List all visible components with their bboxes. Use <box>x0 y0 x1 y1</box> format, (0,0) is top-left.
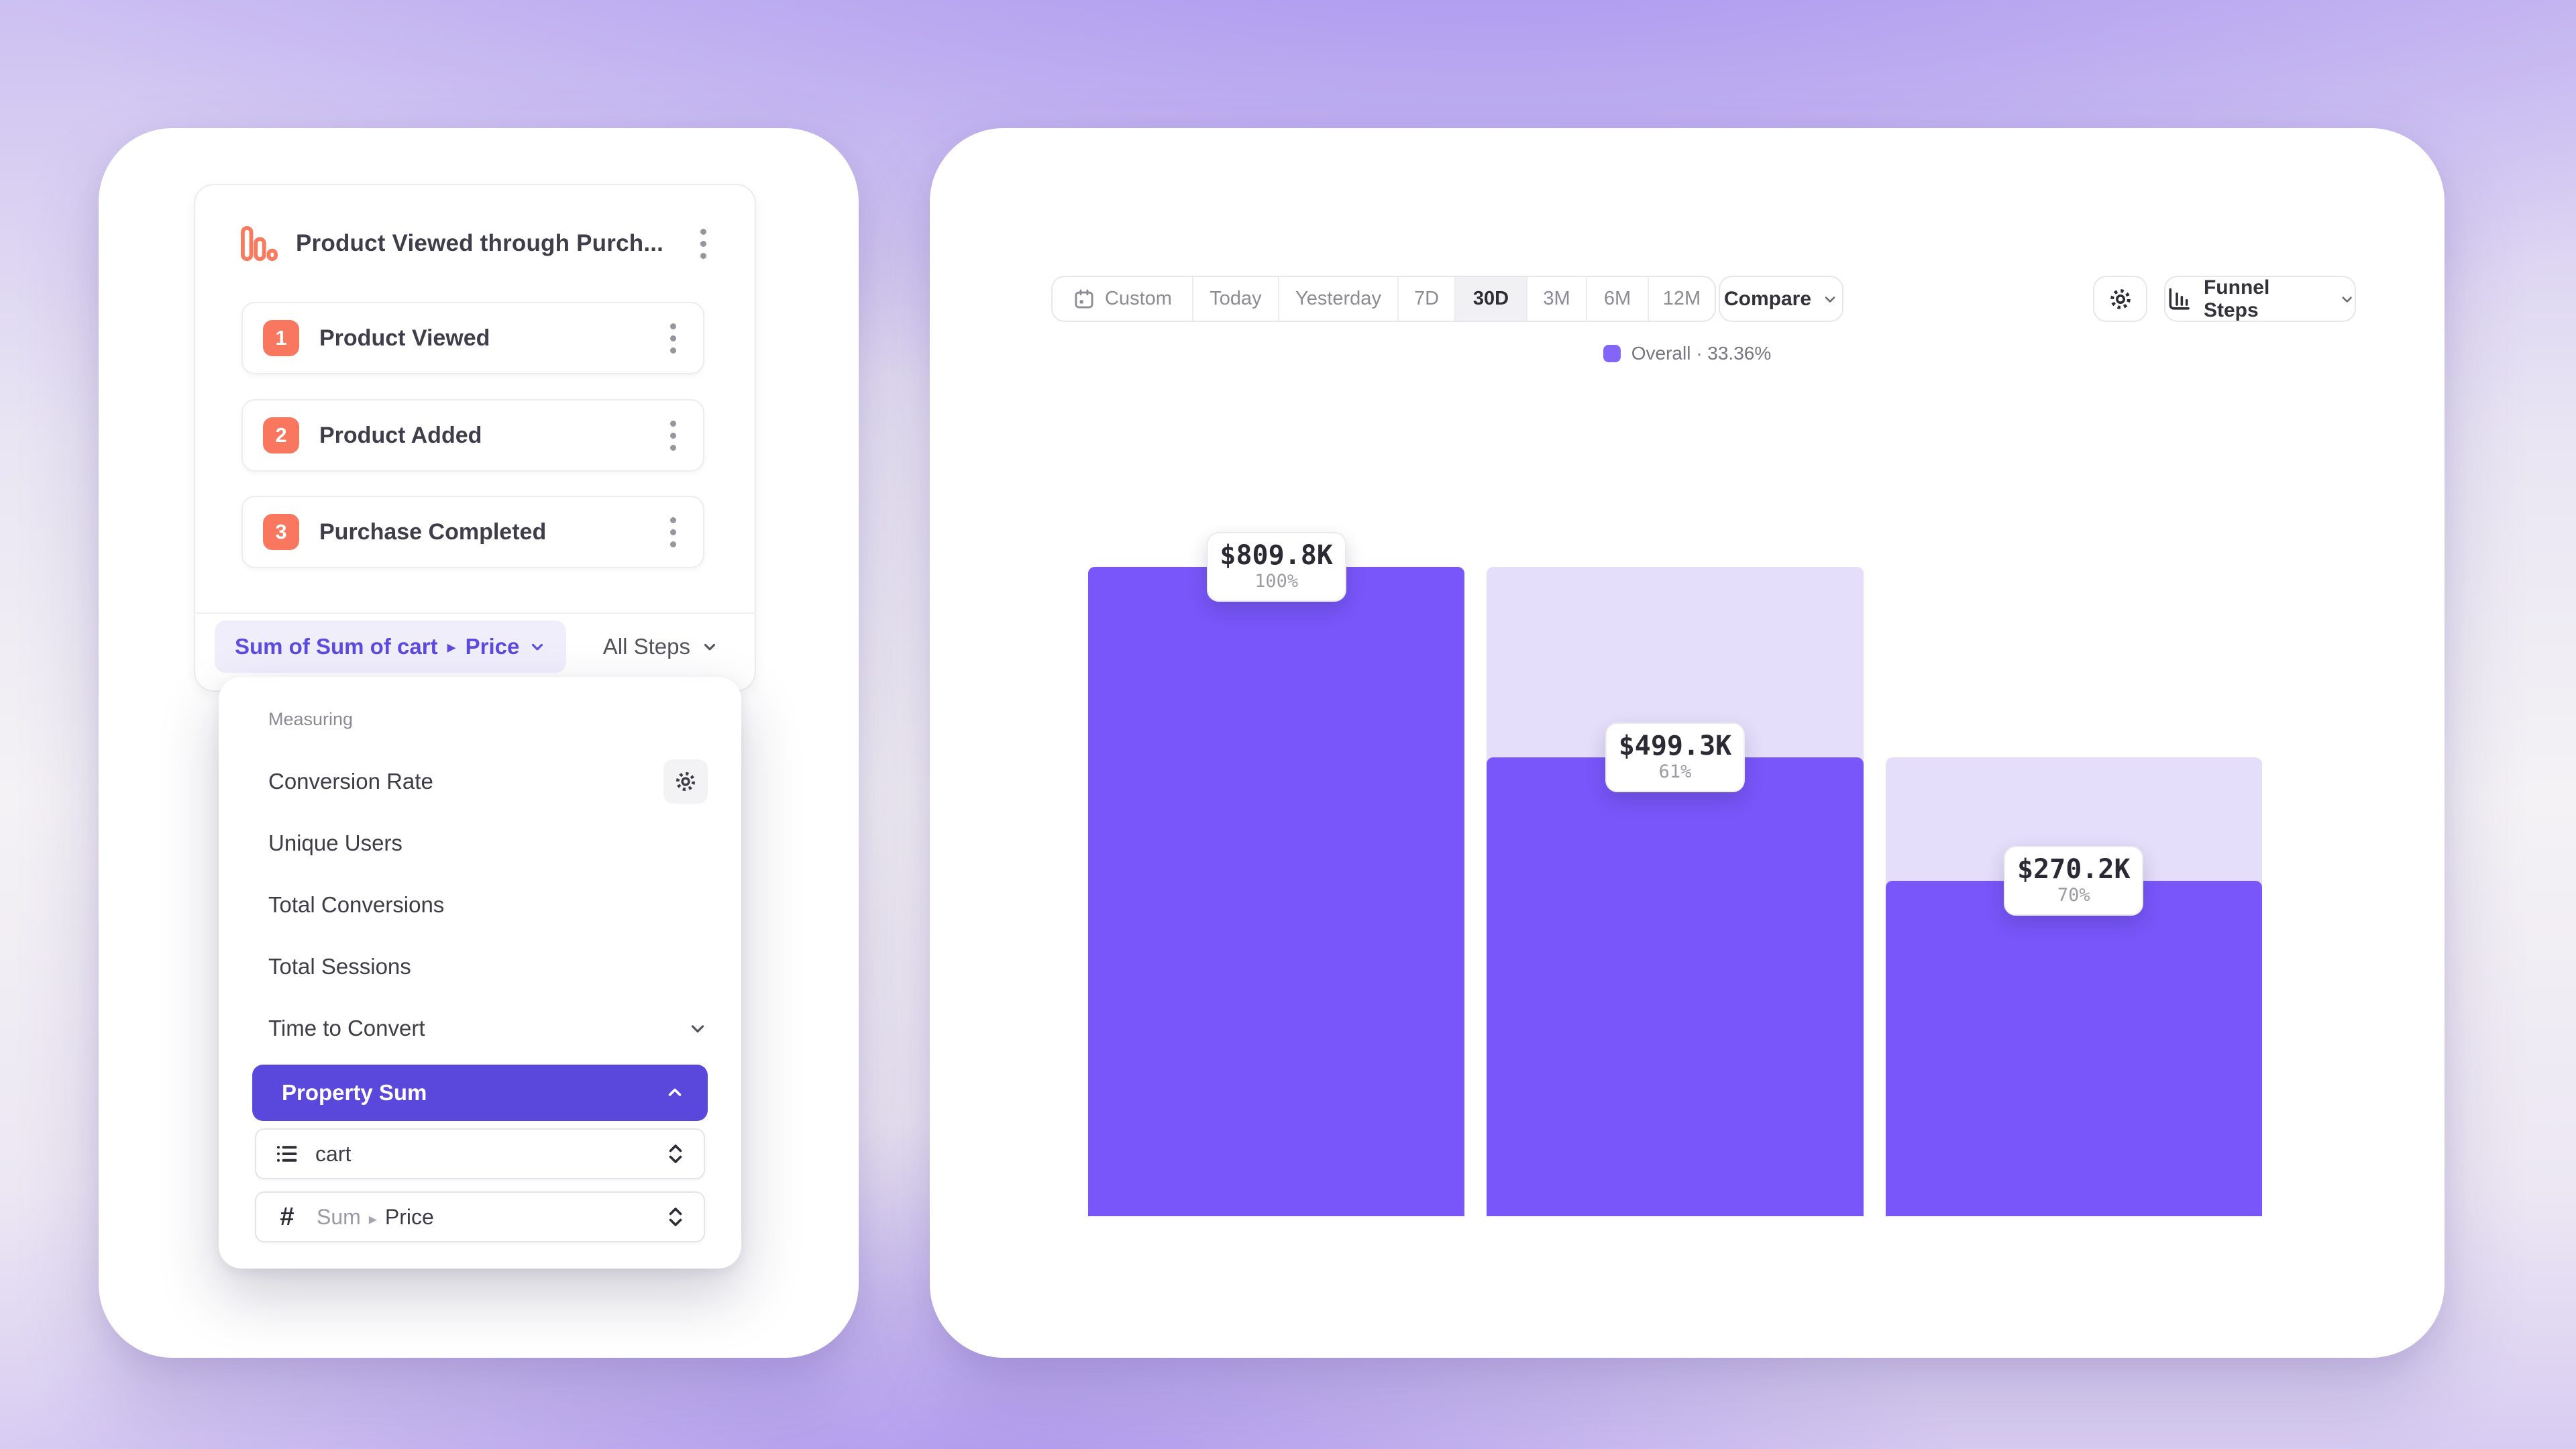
bar-group-product-added: $499.3K 61% <box>1487 567 1864 1216</box>
bar-fill[interactable] <box>1487 757 1864 1216</box>
step-row-purchase-completed[interactable]: 3 Purchase Completed <box>241 496 704 568</box>
chevron-down-icon <box>1825 296 1835 303</box>
steps-scope-dropdown[interactable]: All Steps <box>603 621 718 673</box>
date-range-12m[interactable]: 12M <box>1648 277 1715 321</box>
bar-percent: 70% <box>2057 884 2090 906</box>
bar-fill[interactable] <box>1088 567 1465 1216</box>
legend-swatch <box>1603 345 1621 362</box>
measurement-label: Sum of Sum of cart <box>235 634 438 659</box>
menu-section-label: Measuring <box>268 709 354 729</box>
bar-fill[interactable] <box>1885 880 2262 1216</box>
bar-percent: 61% <box>1658 761 1692 782</box>
funnel-menu-button[interactable] <box>691 222 716 266</box>
date-range-7d[interactable]: 7D <box>1397 277 1454 321</box>
funnel-steps-icon <box>2169 288 2190 310</box>
chevron-down-icon <box>691 1025 704 1033</box>
chevron-down-icon <box>532 643 543 651</box>
step-menu-button[interactable] <box>661 414 686 458</box>
steps-scope-label: All Steps <box>602 634 690 659</box>
select-stepper-icon <box>669 1144 682 1163</box>
chart-legend: Overall · 33.36% <box>930 343 2445 364</box>
step-number-badge: 1 <box>263 320 299 356</box>
breadcrumb-arrow-icon: ▸ <box>447 636 456 657</box>
step-menu-button[interactable] <box>661 511 686 554</box>
gear-icon <box>2110 288 2131 309</box>
property-select[interactable]: cart <box>255 1128 705 1179</box>
bar-value-tooltip: $270.2K 70% <box>2004 845 2144 916</box>
menu-item-unique-users[interactable]: Unique Users <box>268 830 402 855</box>
bar-value-tooltip: $499.3K 61% <box>1605 722 1745 792</box>
compare-button[interactable]: Compare <box>1719 276 1843 322</box>
step-row-product-viewed[interactable]: 1 Product Viewed <box>241 302 704 374</box>
bar-group-purchase-completed: $270.2K 70% <box>1885 567 2262 1216</box>
aggregation-prefix: Sum <box>317 1204 361 1229</box>
select-stepper-icon <box>669 1208 682 1226</box>
date-range-today[interactable]: Today <box>1192 277 1278 321</box>
menu-item-total-sessions[interactable]: Total Sessions <box>268 954 411 979</box>
chart-settings-button[interactable] <box>2093 276 2147 322</box>
date-range-custom[interactable]: Custom <box>1053 277 1192 321</box>
funnel-bar-chart: $809.8K 100% $499.3K 61% $270.2K 70% <box>1088 532 2262 1216</box>
list-icon <box>276 1146 297 1162</box>
gear-icon <box>676 771 696 792</box>
measurement-dropdown[interactable]: Sum of Sum of cart ▸ Price <box>215 621 567 673</box>
step-row-product-added[interactable]: 2 Product Added <box>241 399 704 472</box>
menu-item-time-to-convert[interactable]: Time to Convert <box>219 998 741 1059</box>
chart-view-dropdown[interactable]: Funnel Steps <box>2164 276 2356 322</box>
property-select-value: cart <box>315 1141 352 1166</box>
bar-group-product-viewed: $809.8K 100% <box>1088 532 1465 1216</box>
bar-value: $499.3K <box>1618 730 1732 761</box>
funnel-title: Product Viewed through Purch... <box>296 230 664 256</box>
bar-percent: 100% <box>1254 571 1299 592</box>
step-number-badge: 2 <box>263 417 299 453</box>
date-range-6m[interactable]: 6M <box>1586 277 1648 321</box>
step-number-badge: 3 <box>263 514 299 550</box>
chevron-up-icon <box>668 1088 682 1096</box>
step-menu-button[interactable] <box>661 317 686 360</box>
breadcrumb-arrow-icon: ▸ <box>368 1210 377 1228</box>
bar-value: $809.8K <box>1220 540 1333 571</box>
bar-value-tooltip: $809.8K 100% <box>1206 532 1346 602</box>
funnel-chart-icon <box>239 225 278 262</box>
legend-label: Overall · 33.36% <box>1631 343 1772 364</box>
funnel-chart-panel: Custom Today Yesterday 7D 30D 3M 6M 12M … <box>930 128 2445 1358</box>
measuring-menu: Measuring Conversion Rate Unique Users T… <box>219 677 741 1269</box>
conversion-rate-settings-button[interactable] <box>663 759 708 804</box>
date-range-yesterday[interactable]: Yesterday <box>1278 277 1397 321</box>
aggregation-select[interactable]: # Sum ▸ Price <box>255 1191 705 1242</box>
funnel-header: Product Viewed through Purch... <box>195 185 755 302</box>
step-label: Purchase Completed <box>319 519 547 545</box>
measurement-property: Price <box>465 634 520 659</box>
chevron-down-icon <box>704 643 716 651</box>
aggregation-value: Price <box>384 1204 434 1229</box>
chevron-down-icon <box>2342 296 2352 303</box>
menu-item-property-sum-selected[interactable]: Property Sum <box>252 1065 708 1121</box>
number-property-icon: # <box>280 1202 294 1231</box>
calendar-icon <box>1075 289 1093 308</box>
bar-value: $270.2K <box>2017 853 2131 885</box>
step-label: Product Viewed <box>319 325 490 351</box>
step-label: Product Added <box>319 422 482 448</box>
date-range-3m[interactable]: 3M <box>1526 277 1586 321</box>
date-range-control: Custom Today Yesterday 7D 30D 3M 6M 12M <box>1051 276 1716 322</box>
date-range-30d[interactable]: 30D <box>1454 277 1526 321</box>
funnel-builder-panel: Product Viewed through Purch... 1 Produc… <box>99 128 859 1358</box>
divider <box>195 612 755 614</box>
menu-item-conversion-rate[interactable]: Conversion Rate <box>219 751 741 812</box>
funnel-builder-card: Product Viewed through Purch... 1 Produc… <box>194 184 756 692</box>
menu-item-total-conversions[interactable]: Total Conversions <box>268 892 445 917</box>
